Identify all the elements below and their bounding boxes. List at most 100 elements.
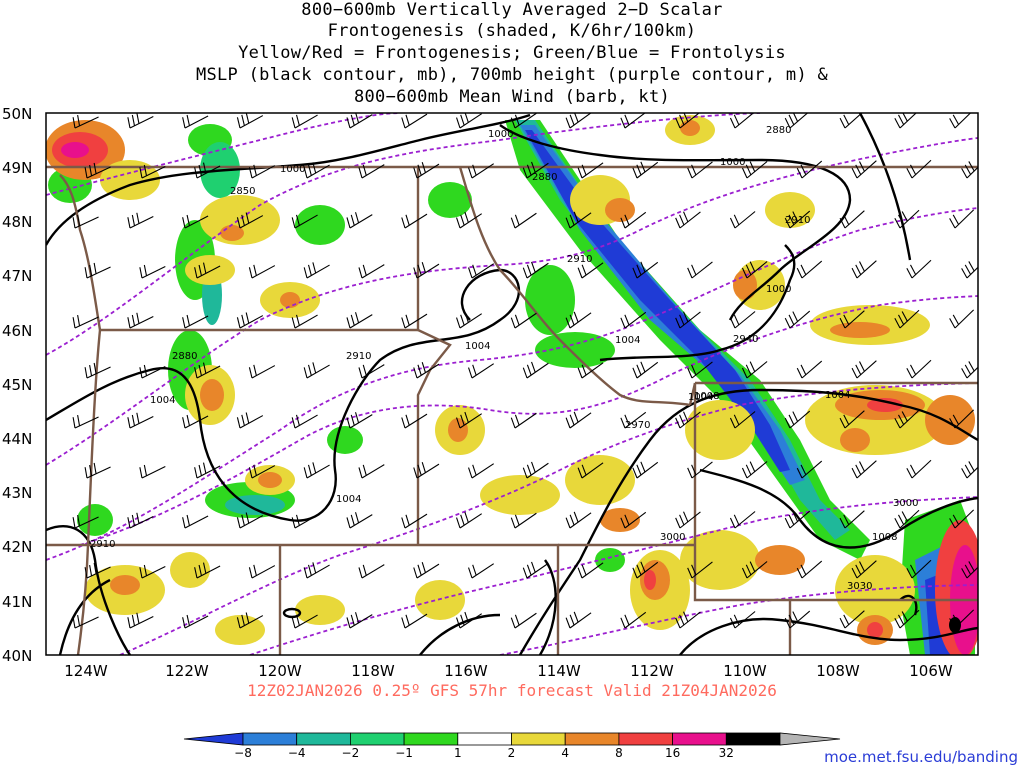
lat-label: 50N [2,105,32,123]
wind-barb [687,361,713,379]
colorbar-segment [672,732,727,746]
wind-barb [522,361,549,379]
wind-barb [565,411,592,429]
colorbar-arrow-right [779,732,841,746]
wind-barb [675,211,701,229]
lat-label: 47N [2,267,32,285]
wind-barb [72,214,99,229]
height-label: 2910 [90,539,115,550]
wind-barb [346,113,373,129]
mslp-label: 1004 [825,390,850,401]
wind-barb [236,312,264,329]
wind-barb [248,564,276,579]
wind-barb [346,512,373,529]
wind-barb [291,214,318,229]
wind-barb [84,362,111,379]
wind-barb [687,561,713,579]
wind-barb [961,461,978,479]
wind-barb [456,211,483,229]
wind-barb [961,261,978,279]
wind-barb [949,609,975,629]
wind-barb [303,462,330,479]
wind-barb [346,612,373,629]
height-label: 2910 [346,351,371,362]
lat-label: 49N [2,159,32,177]
height-label: 3000 [660,532,685,543]
lon-label: 122W [165,662,209,680]
wind-barb [468,563,495,579]
wind-barb [620,113,646,129]
wind-barb [194,262,221,279]
wind-barb [632,361,659,379]
wind-barb [291,614,318,629]
wind-barb [182,514,209,529]
wind-barb [139,364,166,379]
colorbar-tick-label: 1 [454,746,462,760]
wind-barb [949,409,975,429]
frontogenesis-shading [46,115,978,655]
wind-barb [851,360,877,379]
wind-barb [577,362,604,379]
height-contours [46,113,978,655]
colorbar-tick-label: 2 [508,746,516,760]
wind-barb [236,612,264,629]
wind-barb [729,511,756,529]
wind-barb [565,511,592,529]
height-label: 2880 [766,125,791,136]
height-label: 2910 [567,254,592,265]
wind-barb [248,364,276,379]
wind-barb [577,262,604,279]
wind-barb [906,259,932,279]
lon-label: 118W [351,662,395,680]
height-label: 2970 [625,420,650,431]
wind-barb [236,212,264,229]
mslp-label: 1008 [694,391,719,402]
wind-barb [84,462,111,479]
lon-label: 106W [909,662,953,680]
wind-barb [139,164,166,179]
wind-barb [291,314,318,329]
wind-barb [894,509,920,529]
mslp-label: 1004 [465,341,490,352]
colorbar-tick-label: 8 [615,746,623,760]
wind-barb [248,164,276,179]
wind-barb [949,113,972,129]
wind-barb [303,562,330,579]
mslp-label: 1000 [488,129,513,140]
wind-barb [577,462,604,479]
wind-barb [303,362,330,379]
wind-barb [851,160,877,179]
mslp-label: 1000 [720,157,745,168]
wind-barb [839,210,865,229]
wind-barb [894,209,920,229]
wind-barb [796,460,823,479]
colorbar-segment [242,732,298,746]
wind-barb [620,311,647,329]
wind-barb [346,312,373,329]
wind-barb [565,311,592,329]
wind-barb [413,262,440,279]
mslp-contour-labels: 1000 1000 1000 1000 1004 1004 1004 1004 … [150,129,897,543]
colorbar-tick-label: −8 [234,746,252,760]
height-label: 2910 [785,215,810,226]
wind-barb [741,461,768,479]
title-line-3: Yellow/Red = Frontogenesis; Green/Blue =… [238,43,786,63]
wind-barb [358,464,385,479]
wind-barb [346,212,373,229]
map-frame [45,112,979,656]
wind-barb [949,309,975,329]
wind-barb [139,464,166,479]
wind-barb [248,264,276,279]
colorbar-tick-label: 4 [561,746,569,760]
wind-barb [894,609,920,629]
wind-barb [961,161,978,179]
wind-barb [675,411,701,429]
lon-label: 108W [816,662,860,680]
wind-barb [401,313,428,329]
wind-barb [784,210,811,229]
wind-barb [577,162,604,179]
wind-barb [839,410,865,429]
mslp-label: 1004 [336,494,361,505]
lat-label: 40N [2,647,32,665]
wind-barb [456,411,483,429]
